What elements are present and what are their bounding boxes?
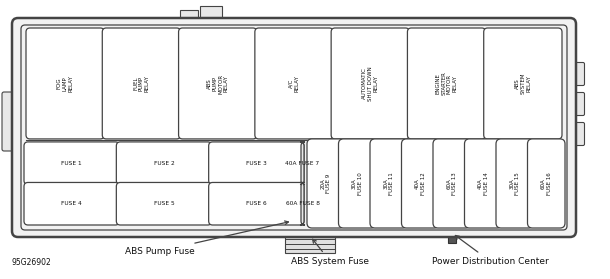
FancyBboxPatch shape [307,139,345,228]
FancyBboxPatch shape [209,142,304,184]
Text: ABS System Fuse: ABS System Fuse [291,239,369,266]
Text: 40A FUSE 7: 40A FUSE 7 [285,161,320,166]
FancyBboxPatch shape [24,182,120,225]
Text: ABS
PUMP
MOTOR
RELAY: ABS PUMP MOTOR RELAY [207,73,229,93]
Text: FUSE 1: FUSE 1 [62,161,82,166]
FancyBboxPatch shape [300,182,305,225]
FancyBboxPatch shape [24,142,120,184]
Text: 40A
FUSE 12: 40A FUSE 12 [415,172,426,195]
FancyBboxPatch shape [433,139,470,228]
Text: 30A
FUSE 15: 30A FUSE 15 [509,172,520,195]
Text: AUTOMATIC
SHUT DOWN
RELAY: AUTOMATIC SHUT DOWN RELAY [362,66,379,101]
FancyBboxPatch shape [464,139,502,228]
Text: 60A
FUSE 13: 60A FUSE 13 [447,172,457,195]
FancyBboxPatch shape [331,28,409,139]
Text: ABS
SYSTEM
RELAY: ABS SYSTEM RELAY [515,73,531,94]
FancyBboxPatch shape [200,6,222,22]
Text: 20A
FUSE 9: 20A FUSE 9 [320,174,331,193]
FancyBboxPatch shape [117,182,212,225]
Text: 95G26902: 95G26902 [12,258,52,267]
FancyBboxPatch shape [2,92,20,151]
Text: FUSE 2: FUSE 2 [154,161,174,166]
Text: 60A
FUSE 16: 60A FUSE 16 [541,172,551,195]
Text: FUSE 3: FUSE 3 [246,161,267,166]
FancyBboxPatch shape [569,122,584,146]
Text: 30A
FUSE 11: 30A FUSE 11 [383,172,394,195]
FancyBboxPatch shape [496,139,534,228]
FancyBboxPatch shape [401,139,439,228]
FancyBboxPatch shape [339,139,376,228]
FancyBboxPatch shape [117,142,212,184]
FancyBboxPatch shape [285,231,335,253]
FancyBboxPatch shape [179,28,257,139]
FancyBboxPatch shape [180,10,198,24]
FancyBboxPatch shape [370,139,407,228]
Text: FUSE 4: FUSE 4 [61,201,82,206]
FancyBboxPatch shape [484,28,562,139]
Text: A/C
RELAY: A/C RELAY [289,75,300,92]
Text: FUEL
PUMP
RELAY: FUEL PUMP RELAY [133,75,149,92]
Text: FOG
LAMP
RELAY: FOG LAMP RELAY [57,75,73,92]
Text: 30A
FUSE 10: 30A FUSE 10 [352,172,363,195]
FancyBboxPatch shape [569,93,584,116]
Text: ENGINE
STARTER
MOTOR
RELAY: ENGINE STARTER MOTOR RELAY [436,71,458,95]
Text: FUSE 6: FUSE 6 [246,201,267,206]
Text: ABS Pump Fuse: ABS Pump Fuse [125,221,289,256]
FancyBboxPatch shape [407,28,486,139]
FancyBboxPatch shape [528,139,565,228]
FancyBboxPatch shape [26,28,104,139]
Text: 60A FUSE 8: 60A FUSE 8 [285,201,320,206]
FancyBboxPatch shape [12,18,576,237]
Text: FUSE 5: FUSE 5 [154,201,174,206]
Text: Power Distribution Center: Power Distribution Center [432,235,548,266]
FancyBboxPatch shape [102,28,181,139]
Text: 40A
FUSE 14: 40A FUSE 14 [478,172,489,195]
FancyBboxPatch shape [209,182,304,225]
FancyBboxPatch shape [569,62,584,85]
FancyBboxPatch shape [300,142,305,184]
FancyBboxPatch shape [448,231,456,243]
FancyBboxPatch shape [255,28,333,139]
